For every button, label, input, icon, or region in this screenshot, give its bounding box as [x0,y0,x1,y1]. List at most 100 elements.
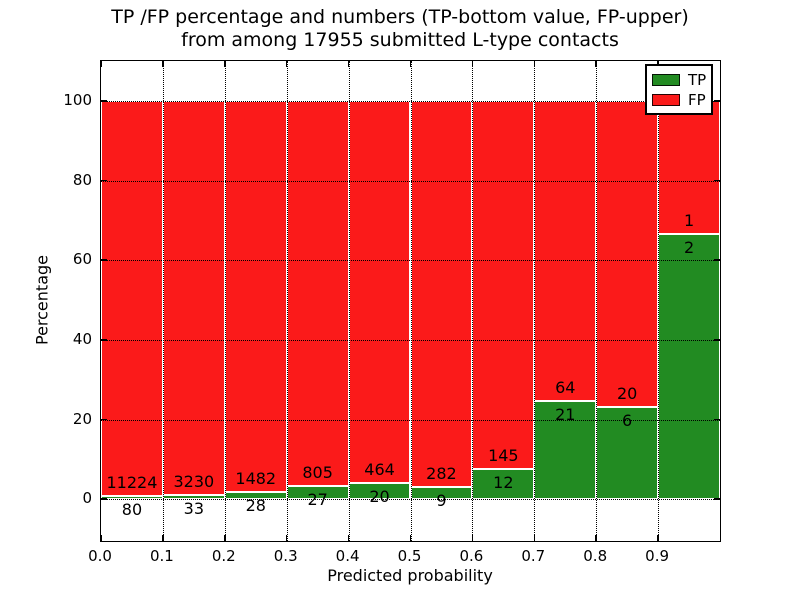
x-tick-mark [409,535,412,541]
x-tick-mark [162,535,164,541]
y-tick-mark [101,259,107,261]
tp-count-label: 21 [555,404,576,424]
x-tick-mark [347,535,350,541]
horizontal-gridline [101,260,720,262]
x-tick-mark-top [224,61,226,67]
vertical-gridline [348,61,350,541]
x-tick-mark [657,535,659,541]
x-tick-label: 0.4 [335,547,360,565]
fp-count-label: 1482 [235,468,277,488]
y-tick-label: 0 [82,489,92,508]
x-tick-mark [471,535,474,541]
vertical-gridline [534,61,536,541]
y-tick-mark [101,498,107,500]
fp-bar-segment [472,100,535,469]
x-tick-label: 0.7 [521,547,546,565]
fp-count-label: 282 [426,463,457,483]
fp-count-label: 145 [488,445,519,465]
fp-bar-segment [348,100,411,483]
vertical-gridline [596,61,598,541]
tp-count-label: 80 [121,500,143,520]
y-tick-mark-right [714,179,720,182]
x-tick-label: 0.2 [211,547,236,565]
legend-label: TP [688,71,707,89]
horizontal-gridline [101,100,720,102]
x-tick-mark [285,535,288,541]
y-tick-label: 60 [72,250,92,269]
chart-title-line1: TP /FP percentage and numbers (TP-bottom… [111,6,689,28]
y-tick-label: 80 [72,170,92,189]
fp-bar-segment [286,100,349,487]
y-tick-mark-right [714,339,720,341]
x-tick-mark [100,535,102,541]
horizontal-gridline [101,180,720,182]
tp-count-label: 33 [183,499,205,519]
y-tick-mark [101,418,107,421]
fp-count-label: 64 [555,377,576,397]
legend-label: FP [688,91,706,109]
chart-title-line2: from among 17955 submitted L-type contac… [181,29,619,51]
tp-count-label: 28 [245,495,266,515]
x-tick-mark-top [471,61,474,67]
legend: TP FP [645,64,713,115]
vertical-gridline [286,61,288,541]
chart-title: TP /FP percentage and numbers (TP-bottom… [0,6,800,52]
tp-bar-segment [596,407,659,500]
x-tick-mark-top [409,61,412,67]
y-tick-label: 100 [63,90,92,109]
y-tick-label: 40 [72,329,92,348]
y-tick-mark [101,339,107,341]
fp-bar-segment [596,100,659,408]
fp-count-label: 464 [364,459,395,479]
tp-count-label: 6 [622,411,633,431]
x-axis-label: Predicted probability [327,566,493,585]
x-tick-label: 0.5 [397,547,422,565]
vertical-gridline [658,61,660,541]
horizontal-gridline [101,339,720,341]
fp-count-label: 1 [683,210,695,230]
fp-legend-swatch [652,94,680,106]
x-tick-label: 0.6 [459,547,484,565]
tp-legend-swatch [652,74,680,86]
vertical-gridline [472,61,474,541]
fp-bar-segment [410,100,473,487]
plot-area: 11224 80 3230 33 1482 28 805 27 464 20 282 9 145 12 64… [100,60,721,542]
fp-count-label: 805 [302,463,333,483]
x-tick-mark [533,535,536,541]
vertical-gridline [410,61,412,541]
y-tick-label: 20 [72,409,92,428]
x-tick-label: 0.0 [88,547,112,565]
x-tick-mark [224,535,226,541]
y-tick-mark-right [714,100,720,102]
y-tick-mark [101,179,107,182]
x-tick-label: 0.3 [273,547,298,565]
fp-bar-segment [162,100,225,496]
fp-bar-segment [534,100,597,401]
x-tick-mark-top [533,61,536,67]
fp-bar-segment [101,100,163,497]
legend-entry-tp: TP [652,70,706,90]
y-tick-mark-right [714,498,720,500]
legend-entry-fp: FP [652,90,706,110]
horizontal-gridline [101,499,720,501]
tp-count-label: 9 [436,490,447,510]
x-tick-mark [595,535,597,541]
x-tick-label: 0.1 [149,547,174,565]
x-tick-mark-top [100,61,102,67]
x-tick-mark-top [285,61,288,67]
vertical-gridline [162,61,164,541]
x-tick-mark-top [595,61,597,67]
tp-bar-segment [658,233,720,500]
x-tick-mark-top [347,61,350,67]
fp-count-label: 3230 [173,472,215,492]
tp-bar-segment [101,496,163,500]
fp-bar-segment [658,100,720,234]
tp-count-label: 27 [307,490,328,510]
horizontal-gridline [101,419,720,421]
fp-count-label: 11224 [106,473,158,493]
x-tick-label: 0.9 [645,547,670,565]
y-tick-mark [101,100,107,102]
fp-count-label: 20 [616,384,638,404]
fp-bar-segment [224,100,287,492]
